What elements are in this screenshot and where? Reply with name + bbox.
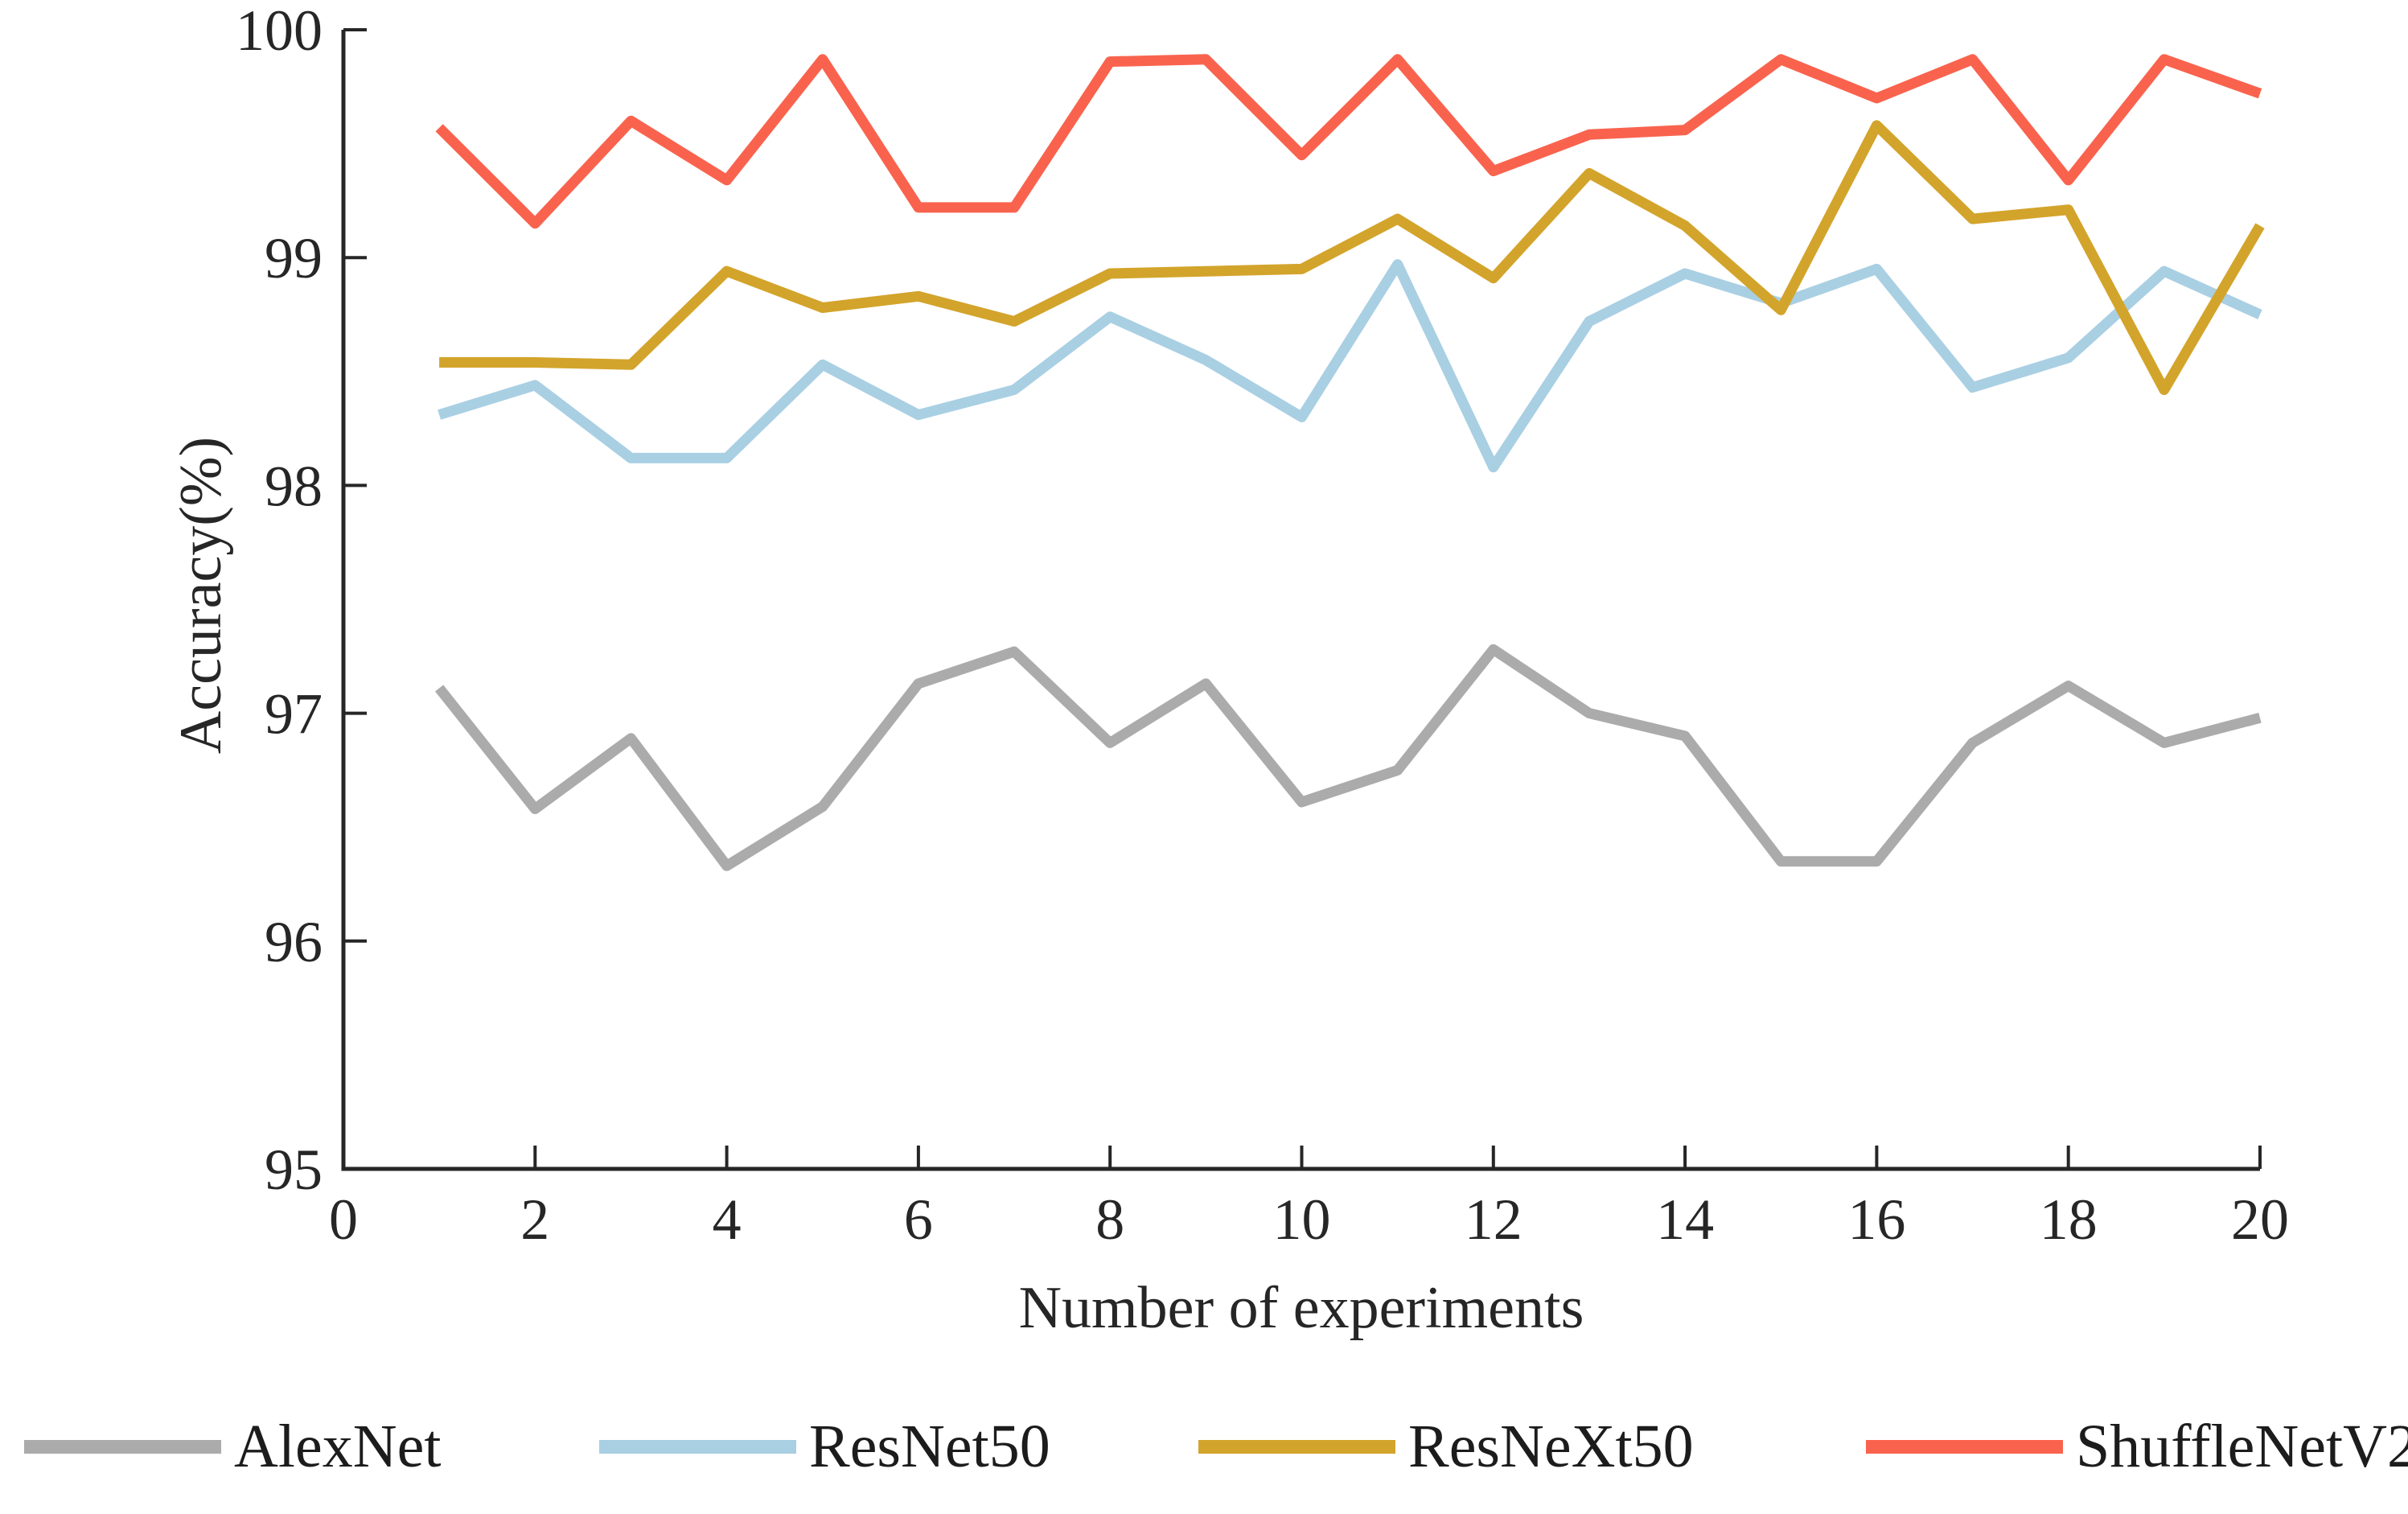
legend-label: ShuffleNetV2 xyxy=(2076,1413,2408,1480)
y-axis-title: Accuracy(%) xyxy=(168,437,234,754)
series-line-alexnet xyxy=(435,644,2262,871)
x-tick-label: 2 xyxy=(520,1187,549,1252)
x-axis-title: Number of experiments xyxy=(1019,1275,1584,1341)
x-tick-label: 14 xyxy=(1656,1187,1714,1252)
y-tick-label: 99 xyxy=(265,226,323,290)
y-tick-label: 97 xyxy=(265,682,323,747)
y-tick-label: 96 xyxy=(265,910,323,974)
x-tick-label: 18 xyxy=(2040,1187,2098,1252)
legend-label: AlexNet xyxy=(234,1413,442,1480)
legend-label: ResNet50 xyxy=(809,1413,1050,1480)
x-tick-label: 0 xyxy=(329,1187,358,1252)
series-line-shufflenetv2 xyxy=(435,54,2262,229)
series-line-resnet50 xyxy=(438,259,2262,473)
x-tick-label: 12 xyxy=(1465,1187,1522,1252)
x-tick-label: 8 xyxy=(1095,1187,1124,1252)
legend-swatch-shufflenetv2 xyxy=(1866,1439,2063,1454)
legend-swatch-alexnet xyxy=(24,1439,221,1454)
x-tick-label: 4 xyxy=(713,1187,742,1252)
axes xyxy=(341,30,2260,1171)
x-tick-label: 10 xyxy=(1273,1187,1331,1252)
legend-item-resnet50: ResNet50 xyxy=(599,1409,1050,1483)
legend-swatch-resnet50 xyxy=(599,1439,796,1454)
series-line-resnext50 xyxy=(439,120,2265,395)
x-tick-label: 6 xyxy=(904,1187,933,1252)
legend: AlexNet ResNet50 ResNeXt50 ShuffleNetV2 xyxy=(0,1409,2408,1483)
y-tick-label: 100 xyxy=(236,0,323,63)
legend-label: ResNeXt50 xyxy=(1408,1413,1694,1480)
legend-item-alexnet: AlexNet xyxy=(24,1409,441,1483)
x-tick-label: 16 xyxy=(1847,1187,1905,1252)
legend-item-shufflenetv2: ShuffleNetV2 xyxy=(1866,1409,2408,1483)
y-tick-label: 95 xyxy=(265,1138,323,1202)
x-tick-label: 20 xyxy=(2231,1187,2289,1252)
legend-item-resnext50: ResNeXt50 xyxy=(1198,1409,1694,1483)
y-tick-label: 98 xyxy=(265,454,323,518)
legend-swatch-resnext50 xyxy=(1198,1439,1395,1454)
